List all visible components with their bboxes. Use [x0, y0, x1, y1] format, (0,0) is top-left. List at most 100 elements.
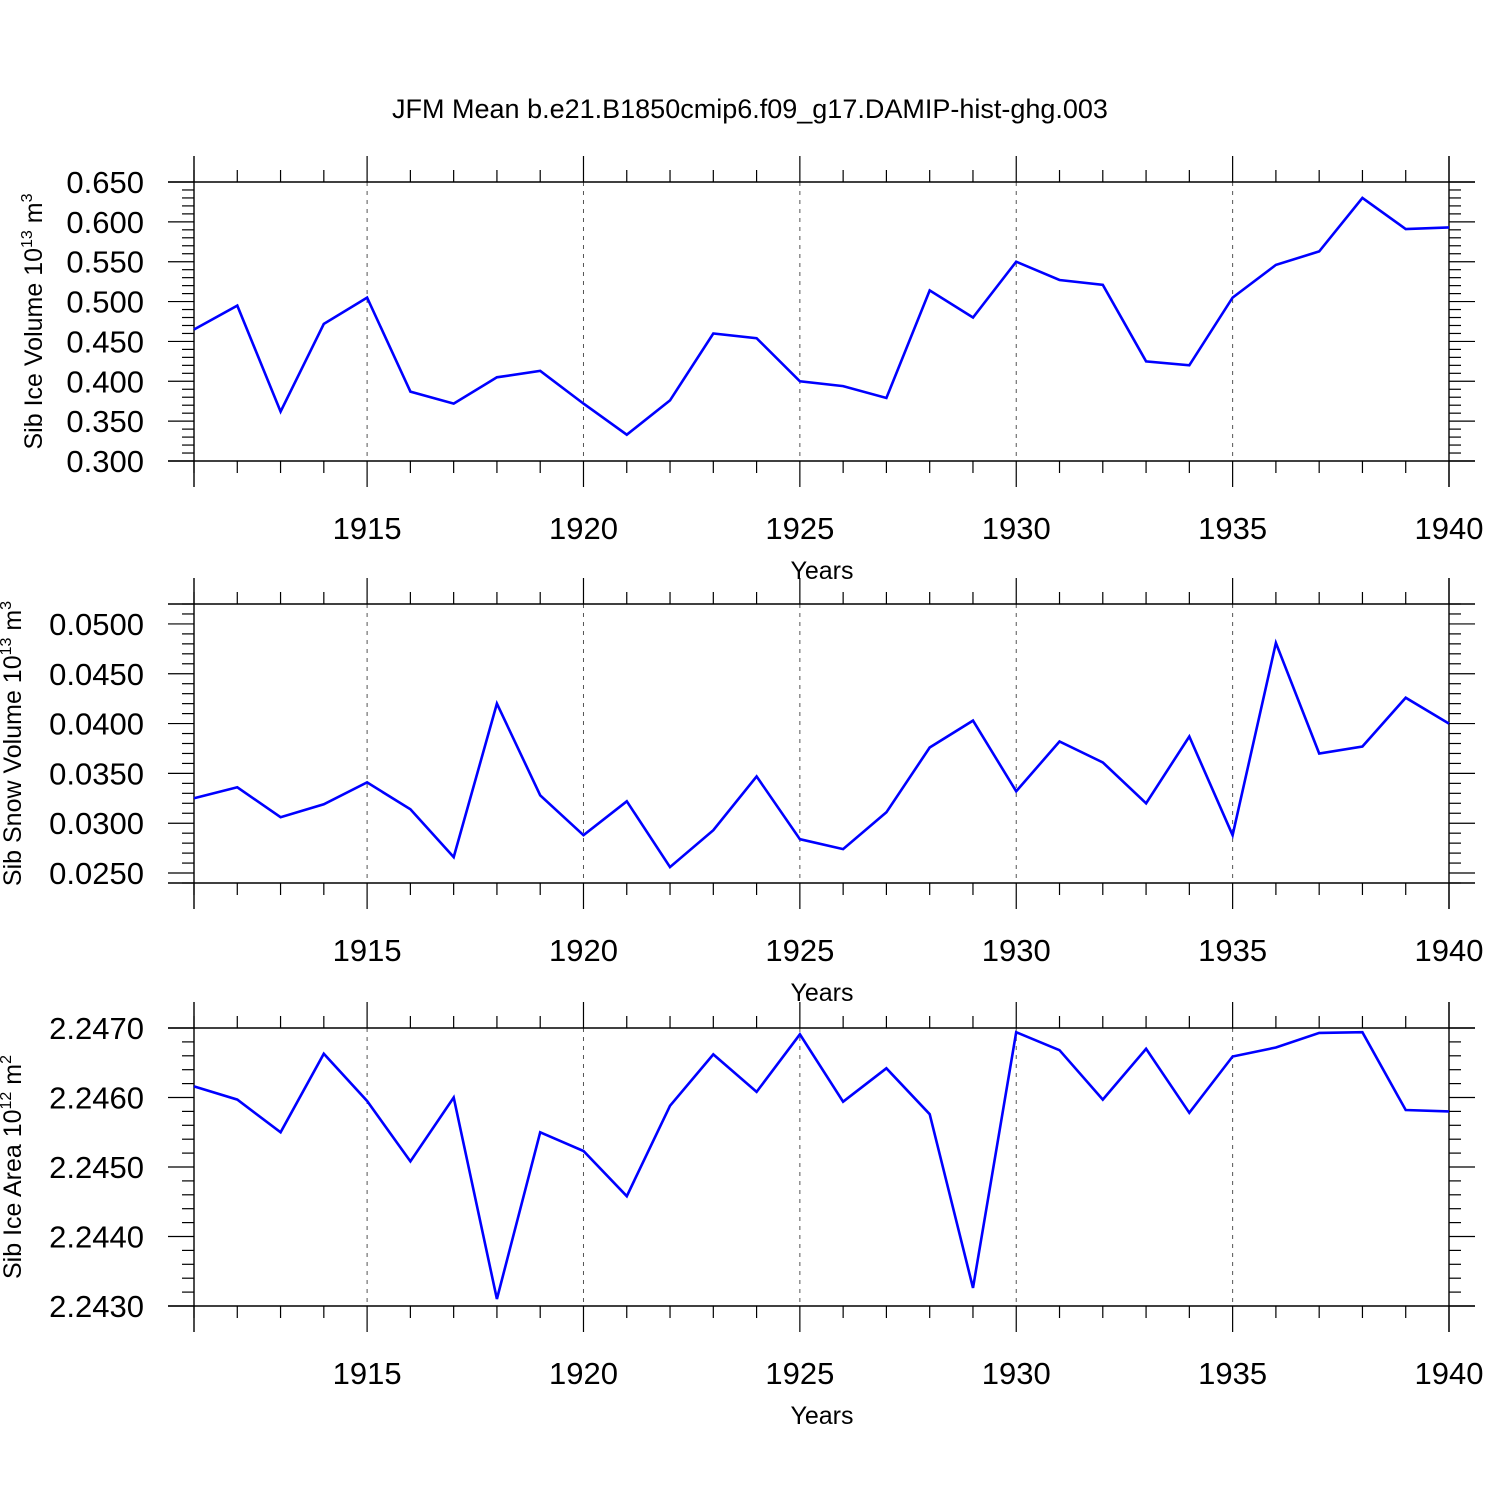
x-tick-label: 1930 [982, 511, 1051, 546]
x-axis-label: Years [790, 979, 853, 1007]
sib-ice-volume-line [193, 196, 1450, 437]
x-tick-label: 1915 [333, 511, 402, 546]
y-tick-label: 0.0500 [49, 607, 144, 642]
data-point [755, 1090, 759, 1094]
data-point [1014, 789, 1018, 793]
x-tick-label: 1935 [1198, 511, 1267, 546]
data-point [1360, 196, 1364, 200]
x-tick-label: 1915 [333, 933, 402, 968]
data-point [1231, 833, 1235, 837]
x-tick-label: 1925 [765, 511, 834, 546]
y-tick-label: 0.0250 [49, 856, 144, 891]
data-point [1144, 359, 1148, 363]
data-point [884, 810, 888, 814]
data-point [1058, 278, 1062, 282]
data-point [1274, 641, 1278, 645]
data-point [1231, 1054, 1235, 1058]
y-tick-label: 2.2450 [49, 1150, 144, 1185]
data-point [798, 1032, 802, 1036]
y-axis-label-unit: m [20, 202, 48, 230]
data-point [1014, 1030, 1018, 1034]
x-tick-label: 1935 [1198, 933, 1267, 968]
data-point [1447, 225, 1451, 229]
data-point [495, 1297, 499, 1301]
data-point [279, 1130, 283, 1134]
data-point [928, 288, 932, 292]
data-point [711, 331, 715, 335]
data-point [538, 793, 542, 797]
y-tick-label: 0.400 [66, 364, 144, 399]
x-tick-label: 1920 [549, 511, 618, 546]
data-point [538, 369, 542, 373]
data-point [495, 702, 499, 706]
data-point [1231, 296, 1235, 300]
y-axis-label-exponent: 13 [0, 637, 15, 655]
data-point [1404, 1108, 1408, 1112]
data-point [1101, 1098, 1105, 1102]
data-point [1447, 1109, 1451, 1113]
data-point [668, 865, 672, 869]
x-tick-label: 1920 [549, 1356, 618, 1391]
x-tick-label: 1940 [1415, 933, 1484, 968]
data-point [192, 327, 196, 331]
data-point [1058, 740, 1062, 744]
data-point [452, 1096, 456, 1100]
y-tick-label: 2.2440 [49, 1220, 144, 1255]
data-point [798, 379, 802, 383]
y-axis-label-exponent: 13 [19, 230, 36, 248]
y-axis-label-unit-exponent: 2 [0, 1055, 15, 1064]
data-point [928, 1112, 932, 1116]
data-point [322, 802, 326, 806]
data-point [928, 745, 932, 749]
y-tick-label: 0.450 [66, 324, 144, 359]
y-tick-label: 0.500 [66, 285, 144, 320]
data-point [1058, 1048, 1062, 1052]
data-point [1187, 735, 1191, 739]
data-point [581, 833, 585, 837]
data-point [625, 799, 629, 803]
data-point [192, 796, 196, 800]
chart-title: JFM Mean b.e21.B1850cmip6.f09_g17.DAMIP-… [392, 94, 1108, 124]
data-point [971, 719, 975, 723]
data-point [1144, 1047, 1148, 1051]
data-point [1317, 249, 1321, 253]
data-point [365, 296, 369, 300]
y-axis-label-text: Sib Ice Volume 10 [20, 248, 48, 450]
y-tick-label: 0.0450 [49, 657, 144, 692]
data-point [668, 398, 672, 402]
data-point [841, 384, 845, 388]
data-point [452, 855, 456, 859]
data-point [538, 1130, 542, 1134]
data-point [1274, 1045, 1278, 1049]
data-point [1404, 696, 1408, 700]
data-point [711, 828, 715, 832]
y-axis-label-unit-exponent: 3 [19, 193, 36, 202]
data-point [1317, 1031, 1321, 1035]
y-axis-label-unit: m [0, 1064, 27, 1092]
y-tick-label: 0.350 [66, 404, 144, 439]
data-point [1144, 801, 1148, 805]
data-point [235, 785, 239, 789]
sib-ice-area-line [193, 1030, 1450, 1300]
data-point [408, 807, 412, 811]
sib-ice-volume-panel: 0.300 0.350 0.400 0.450 0.500 0.550 0.600 0.650… [19, 156, 1483, 585]
data-point [1360, 1030, 1364, 1034]
y-tick-label: 0.0300 [49, 806, 144, 841]
data-point [971, 1286, 975, 1290]
x-tick-label: 1925 [765, 1356, 834, 1391]
data-point [192, 1084, 196, 1088]
data-point [235, 1098, 239, 1102]
x-tick-label: 1940 [1415, 511, 1484, 546]
y-tick-label: 2.2430 [49, 1289, 144, 1324]
data-point [841, 847, 845, 851]
data-point [755, 774, 759, 778]
data-point [322, 322, 326, 326]
y-axis-label-exponent: 12 [0, 1092, 15, 1110]
data-point [1101, 283, 1105, 287]
y-tick-label: 2.2460 [49, 1081, 144, 1116]
data-point [581, 402, 585, 406]
data-point [1360, 744, 1364, 748]
data-point [711, 1052, 715, 1056]
data-point [1447, 722, 1451, 726]
